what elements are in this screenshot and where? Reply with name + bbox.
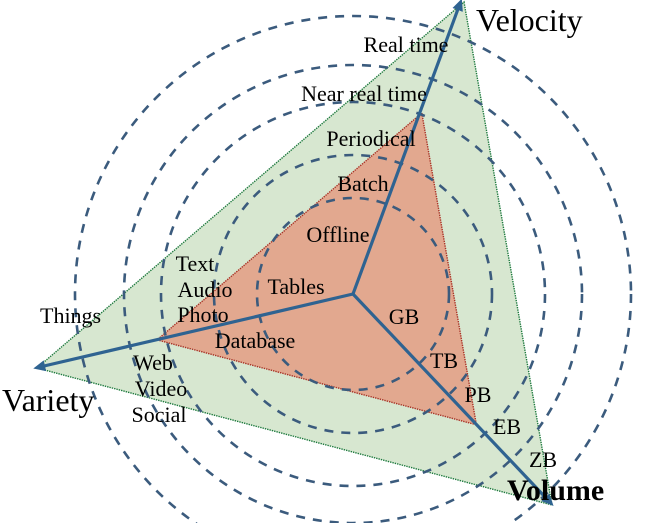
svg-text:Real time: Real time <box>364 32 449 57</box>
svg-text:Text: Text <box>176 251 215 276</box>
svg-text:EB: EB <box>493 414 521 439</box>
svg-text:Near real time: Near real time <box>301 81 427 106</box>
svg-text:Periodical: Periodical <box>326 126 415 151</box>
svg-text:Volume: Volume <box>507 474 604 507</box>
svg-text:Variety: Variety <box>2 382 94 418</box>
svg-text:Tables: Tables <box>267 274 324 299</box>
svg-text:Velocity: Velocity <box>476 2 583 38</box>
svg-text:GB: GB <box>389 304 420 329</box>
svg-text:TB: TB <box>430 348 458 373</box>
svg-text:Audio: Audio <box>178 277 233 302</box>
svg-text:PB: PB <box>465 382 492 407</box>
svg-text:Batch: Batch <box>337 171 388 196</box>
svg-text:Photo: Photo <box>177 302 228 327</box>
svg-text:Social: Social <box>132 402 187 427</box>
svg-text:ZB: ZB <box>529 447 557 472</box>
svg-text:Database: Database <box>215 328 296 353</box>
svg-text:Things: Things <box>40 303 101 328</box>
svg-text:Web: Web <box>133 350 173 375</box>
svg-text:Offline: Offline <box>306 222 369 247</box>
svg-text:Video: Video <box>135 376 187 401</box>
